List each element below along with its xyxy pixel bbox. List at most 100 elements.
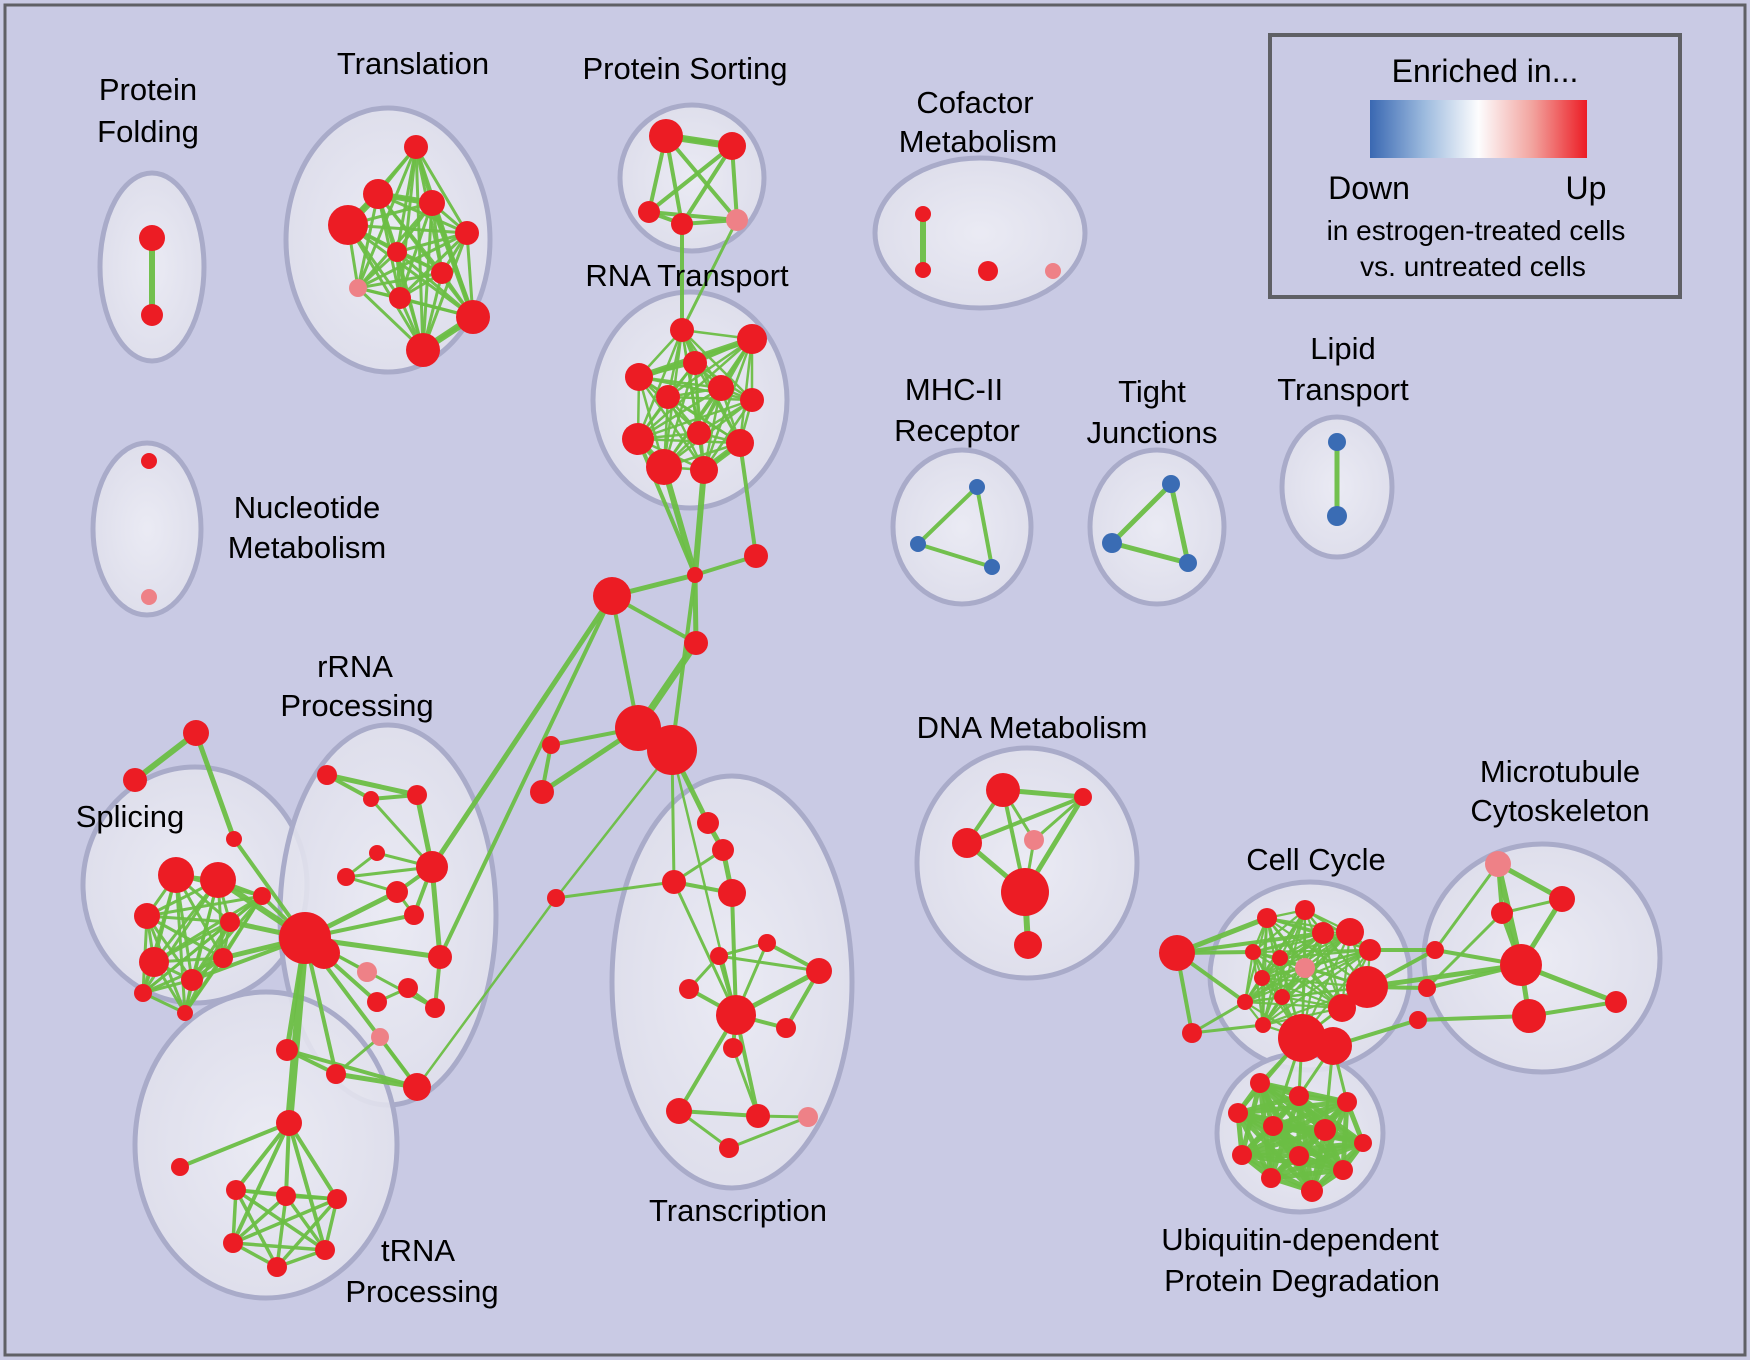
network-edge <box>1364 962 1524 990</box>
node-rr5 <box>337 868 355 886</box>
node-sp2 <box>200 862 236 898</box>
cluster-label-mhc-ii-receptor: Receptor <box>894 413 1020 448</box>
cluster-label-tight-junctions: Tight <box>1118 374 1186 409</box>
network-edge <box>1190 1000 1247 1035</box>
network-edge <box>636 398 754 441</box>
network-edge <box>1032 795 1085 842</box>
cluster-label-microtubule-cytoskeleton: Cytoskeleton <box>1470 793 1649 828</box>
node-ccH2 <box>1314 1027 1352 1065</box>
network-edge <box>145 914 194 982</box>
node-sp9 <box>134 984 152 1002</box>
node-tc2 <box>712 839 734 861</box>
cluster-label-protein-sorting: Protein Sorting <box>582 51 787 86</box>
network-edge <box>429 200 476 320</box>
node-rt5 <box>708 375 734 401</box>
node-tc10 <box>776 1018 796 1038</box>
network-edge <box>1243 950 1255 1004</box>
node-dn5 <box>1014 931 1042 959</box>
node-mt5 <box>1512 999 1546 1033</box>
node-bm2 <box>1418 979 1436 997</box>
network-edge <box>356 271 444 290</box>
network-edge <box>1175 931 1325 955</box>
node-tr6 <box>387 242 407 262</box>
node-ccH1 <box>1278 1014 1326 1062</box>
node-rt3 <box>683 351 707 375</box>
node-ps2 <box>718 132 746 160</box>
cluster-label-mhc-ii-receptor: MHC-II <box>905 372 1003 407</box>
node-tr11 <box>406 333 440 367</box>
node-ps4 <box>671 213 693 235</box>
node-tc11 <box>723 1038 743 1058</box>
node-rr9 <box>428 945 452 969</box>
node-sp1 <box>158 857 194 893</box>
node-bm3 <box>1409 1011 1427 1029</box>
network-edge <box>231 1241 327 1252</box>
node-cc4 <box>1336 918 1364 946</box>
network-edge <box>637 375 706 472</box>
node-cc5 <box>1359 939 1381 961</box>
node-nm2 <box>141 589 157 605</box>
node-tc1 <box>697 812 719 834</box>
node-dn1 <box>986 773 1020 807</box>
node-ub7 <box>1354 1134 1372 1152</box>
cluster-label-trna-processing: tRNA <box>381 1233 455 1268</box>
network-edge <box>965 795 1085 845</box>
network-edge <box>438 594 614 959</box>
network-edge <box>1243 1000 1344 1010</box>
network-edge <box>429 593 615 870</box>
network-edge <box>647 210 739 222</box>
node-bm1 <box>1426 941 1444 959</box>
network-edge <box>284 1194 327 1252</box>
node-ccP <box>1295 958 1315 978</box>
network-edge <box>636 386 723 441</box>
node-ub10 <box>1333 1160 1353 1180</box>
network-edge <box>666 337 754 399</box>
node-cf4 <box>1045 263 1061 279</box>
node-sp4 <box>220 912 240 932</box>
cluster-label-rna-transport: RNA Transport <box>585 258 789 293</box>
cluster-label-protein-folding: Protein <box>99 72 197 107</box>
node-mt4 <box>1500 944 1542 986</box>
node-rr2 <box>363 791 379 807</box>
node-cn4 <box>684 631 708 655</box>
node-cc9 <box>1237 994 1253 1010</box>
legend-box <box>1268 33 1682 299</box>
node-dn4 <box>1001 868 1049 916</box>
network-edge <box>1243 966 1307 1004</box>
network-edge <box>178 1121 291 1169</box>
cluster-label-lipid-transport: Lipid <box>1310 331 1376 366</box>
node-tc8 <box>679 979 699 999</box>
cluster-label-splicing: Splicing <box>76 799 185 834</box>
network-edge <box>730 891 738 1017</box>
node-cc10 <box>1274 989 1290 1005</box>
node-spC <box>226 831 242 847</box>
node-sp6 <box>139 947 169 977</box>
node-rr13 <box>276 1039 298 1061</box>
network-edge <box>677 1109 760 1118</box>
node-tc9 <box>716 995 756 1035</box>
node-ub9 <box>1289 1146 1309 1166</box>
network-edge <box>1278 948 1372 960</box>
node-cf1 <box>915 206 931 222</box>
network-edge <box>554 880 676 900</box>
node-rr11 <box>398 978 418 998</box>
node-rr3 <box>407 785 427 805</box>
node-rr7 <box>386 881 408 903</box>
network-edge <box>702 398 754 472</box>
node-ccL <box>1159 935 1195 971</box>
network-edge <box>670 573 697 752</box>
node-rr10 <box>367 992 387 1012</box>
node-rt8 <box>687 421 711 445</box>
node-ub2 <box>1289 1086 1309 1106</box>
legend-down-label: Down <box>1328 170 1410 206</box>
node-tc5 <box>710 947 728 965</box>
node-tsL3 <box>547 889 565 907</box>
node-tr3 <box>419 190 445 216</box>
network-edge <box>231 1121 291 1245</box>
cluster-label-cofactor-metabolism: Metabolism <box>899 124 1058 159</box>
node-cc3 <box>1312 922 1334 944</box>
network-edge <box>346 223 425 352</box>
node-rt11 <box>646 449 682 485</box>
node-tr4 <box>328 205 368 245</box>
